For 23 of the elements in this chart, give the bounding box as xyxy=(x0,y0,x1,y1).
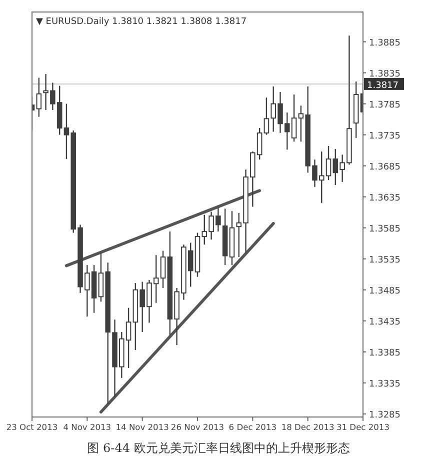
y-tick-label: 1.3885 xyxy=(369,38,400,48)
x-tick-label: 26 Nov 2013 xyxy=(170,422,224,432)
x-tick-label: 18 Dec 2013 xyxy=(281,422,334,432)
y-tick-label: 1.3285 xyxy=(369,410,400,420)
y-tick-label: 1.3535 xyxy=(369,255,400,266)
ref-line-label: 1.3817 xyxy=(367,80,398,91)
y-tick-label: 1.3335 xyxy=(369,379,400,390)
text: 图 6-44 欧元兑美元汇率日线图中的上升楔形形态 xyxy=(87,441,350,455)
y-tick-label: 1.3735 xyxy=(369,131,400,142)
x-tick-label: 14 Nov 2013 xyxy=(116,422,169,432)
y-tick-label: 1.3785 xyxy=(369,100,400,110)
y-tick-label: 1.3585 xyxy=(369,224,400,234)
y-tick-label: 1.3685 xyxy=(369,162,400,172)
y-tick-label: 1.3635 xyxy=(369,193,400,204)
y-tick-label: 1.3385 xyxy=(369,348,400,358)
x-tick-label: 6 Dec 2013 xyxy=(228,422,277,432)
y-tick-label: 1.3485 xyxy=(369,286,400,296)
x-tick-label: 4 Nov 2013 xyxy=(63,422,112,432)
y-tick-label: 1.3435 xyxy=(369,317,400,328)
annotation: ▼ EURUSD.Daily 1.3810 1.3821 1.3808 1.3817 xyxy=(36,17,247,27)
x-tick-label: 23 Oct 2013 xyxy=(6,422,58,432)
y-tick-label: 1.3835 xyxy=(369,69,400,80)
x-tick-label: 31 Dec 2013 xyxy=(336,422,390,432)
